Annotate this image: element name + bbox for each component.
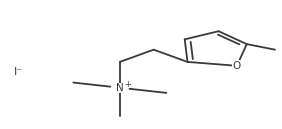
Text: O: O [233,61,241,71]
Text: N: N [116,83,124,93]
Text: I⁻: I⁻ [14,67,23,77]
Text: +: + [124,80,131,89]
